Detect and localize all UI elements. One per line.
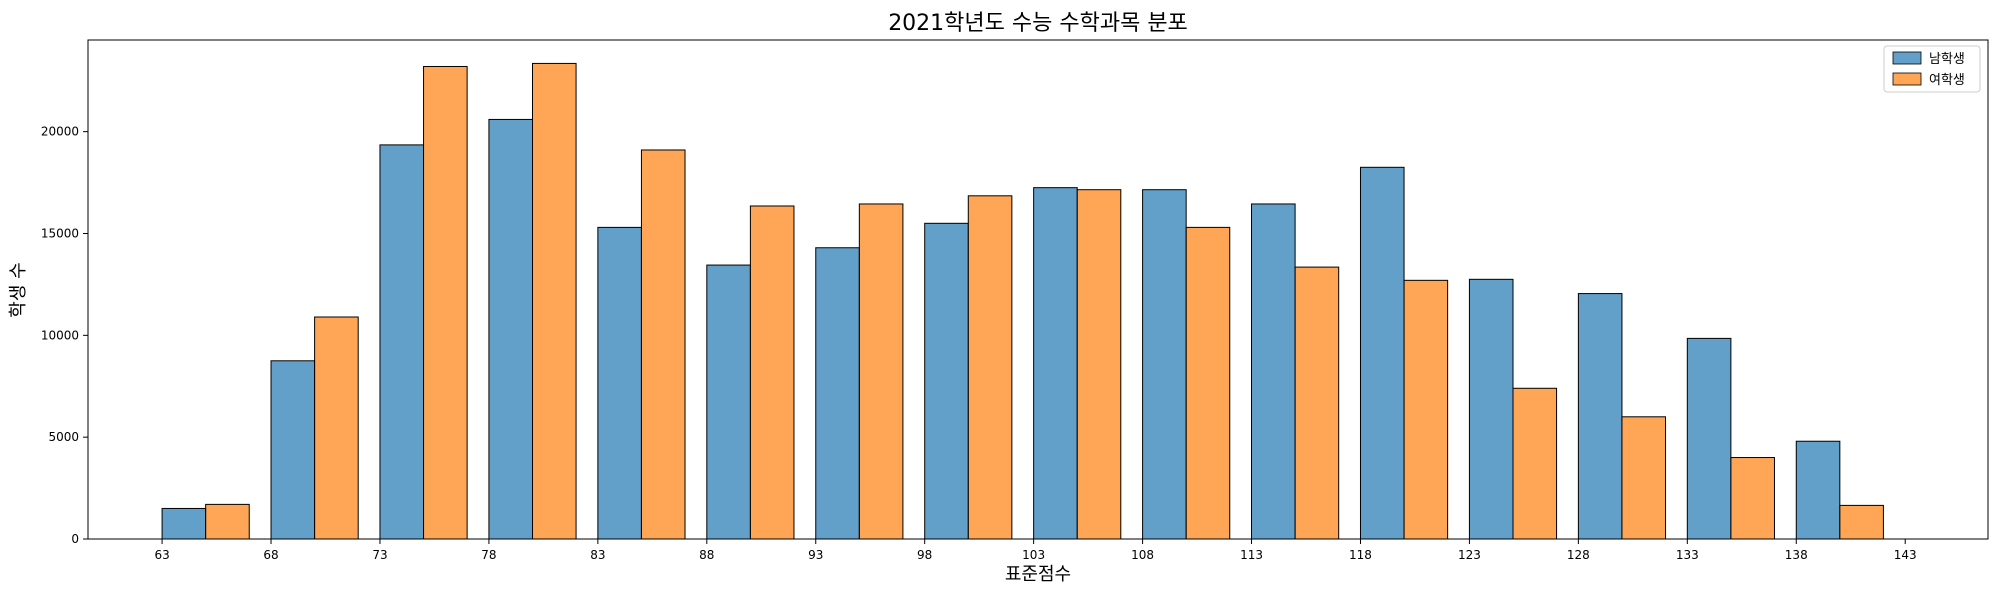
bar-male-6 bbox=[815, 247, 860, 540]
y-axis-title: 학생 수 bbox=[8, 262, 29, 317]
bar-male-11 bbox=[1359, 166, 1405, 540]
x-axis-title: 표준점수 bbox=[1005, 564, 1071, 585]
bar-male-12 bbox=[1468, 278, 1514, 540]
x-tick-label-0: 63 bbox=[154, 548, 169, 562]
bar-female-6 bbox=[858, 203, 904, 540]
bar-male-5 bbox=[706, 264, 751, 540]
x-tick-label-7: 98 bbox=[917, 548, 932, 562]
y-tick-label-2: 10000 bbox=[41, 328, 79, 342]
bar-male-14 bbox=[1686, 337, 1732, 540]
y-tick-label-4: 20000 bbox=[41, 125, 79, 139]
y-tick-label-3: 15000 bbox=[41, 226, 79, 240]
x-tick-label-4: 83 bbox=[590, 548, 605, 562]
x-tick-label-15: 138 bbox=[1785, 548, 1808, 562]
bar-female-2 bbox=[423, 65, 468, 540]
bar-female-9 bbox=[1185, 226, 1231, 540]
legend-label-male: 남학생 bbox=[1929, 52, 1965, 67]
x-tick-label-1: 68 bbox=[263, 548, 278, 562]
bar-male-2 bbox=[379, 144, 425, 540]
bar-female-7 bbox=[967, 195, 1013, 540]
bar-female-14 bbox=[1730, 457, 1775, 540]
bar-male-4 bbox=[597, 226, 642, 540]
bars-layer bbox=[161, 62, 1884, 540]
bar-male-1 bbox=[270, 360, 316, 540]
bar-male-15 bbox=[1795, 440, 1841, 540]
bar-female-5 bbox=[749, 205, 795, 540]
bar-male-9 bbox=[1142, 189, 1187, 540]
x-tick-label-3: 78 bbox=[481, 548, 496, 562]
bar-female-8 bbox=[1076, 189, 1122, 540]
y-tick-label-1: 5000 bbox=[48, 430, 79, 444]
bar-male-7 bbox=[924, 222, 969, 540]
legend-swatch-female bbox=[1892, 72, 1922, 86]
bar-male-13 bbox=[1577, 293, 1623, 540]
bar-male-8 bbox=[1033, 187, 1078, 540]
bar-male-3 bbox=[488, 118, 534, 540]
x-axis: 63 68 73 78 83 88 93 98 103 108 113 118 123 128 133 138… bbox=[154, 539, 1917, 562]
x-tick-label-10: 113 bbox=[1240, 548, 1263, 562]
x-tick-label-9: 108 bbox=[1131, 548, 1154, 562]
bar-female-12 bbox=[1512, 387, 1558, 540]
chart-title: 2021학년도 수능 수학과목 분포 bbox=[888, 11, 1188, 36]
bar-female-10 bbox=[1294, 266, 1340, 540]
bar-male-0 bbox=[161, 507, 207, 540]
y-axis: 0 5000 10000 15000 20000 bbox=[41, 125, 88, 546]
bar-female-3 bbox=[532, 62, 577, 540]
x-tick-label-12: 123 bbox=[1458, 548, 1481, 562]
bar-male-10 bbox=[1251, 203, 1296, 540]
bar-female-15 bbox=[1839, 504, 1884, 540]
x-tick-label-13: 128 bbox=[1567, 548, 1590, 562]
legend: 남학생 여학생 bbox=[1883, 45, 1981, 93]
bar-female-11 bbox=[1403, 279, 1449, 540]
y-tick-label-0: 0 bbox=[71, 532, 79, 546]
bar-female-4 bbox=[640, 149, 686, 540]
bar-female-0 bbox=[205, 503, 250, 540]
x-tick-label-5: 88 bbox=[699, 548, 714, 562]
plot-frame bbox=[87, 39, 1989, 540]
legend-swatch-male bbox=[1892, 51, 1922, 65]
x-tick-label-14: 133 bbox=[1676, 548, 1699, 562]
bar-female-1 bbox=[314, 316, 359, 540]
x-tick-label-8: 103 bbox=[1022, 548, 1045, 562]
x-tick-label-2: 73 bbox=[372, 548, 387, 562]
x-tick-label-6: 93 bbox=[808, 548, 823, 562]
x-tick-label-11: 118 bbox=[1349, 548, 1372, 562]
x-tick-label-16: 143 bbox=[1894, 548, 1917, 562]
bar-female-13 bbox=[1621, 416, 1667, 540]
legend-label-female: 여학생 bbox=[1929, 73, 1965, 88]
